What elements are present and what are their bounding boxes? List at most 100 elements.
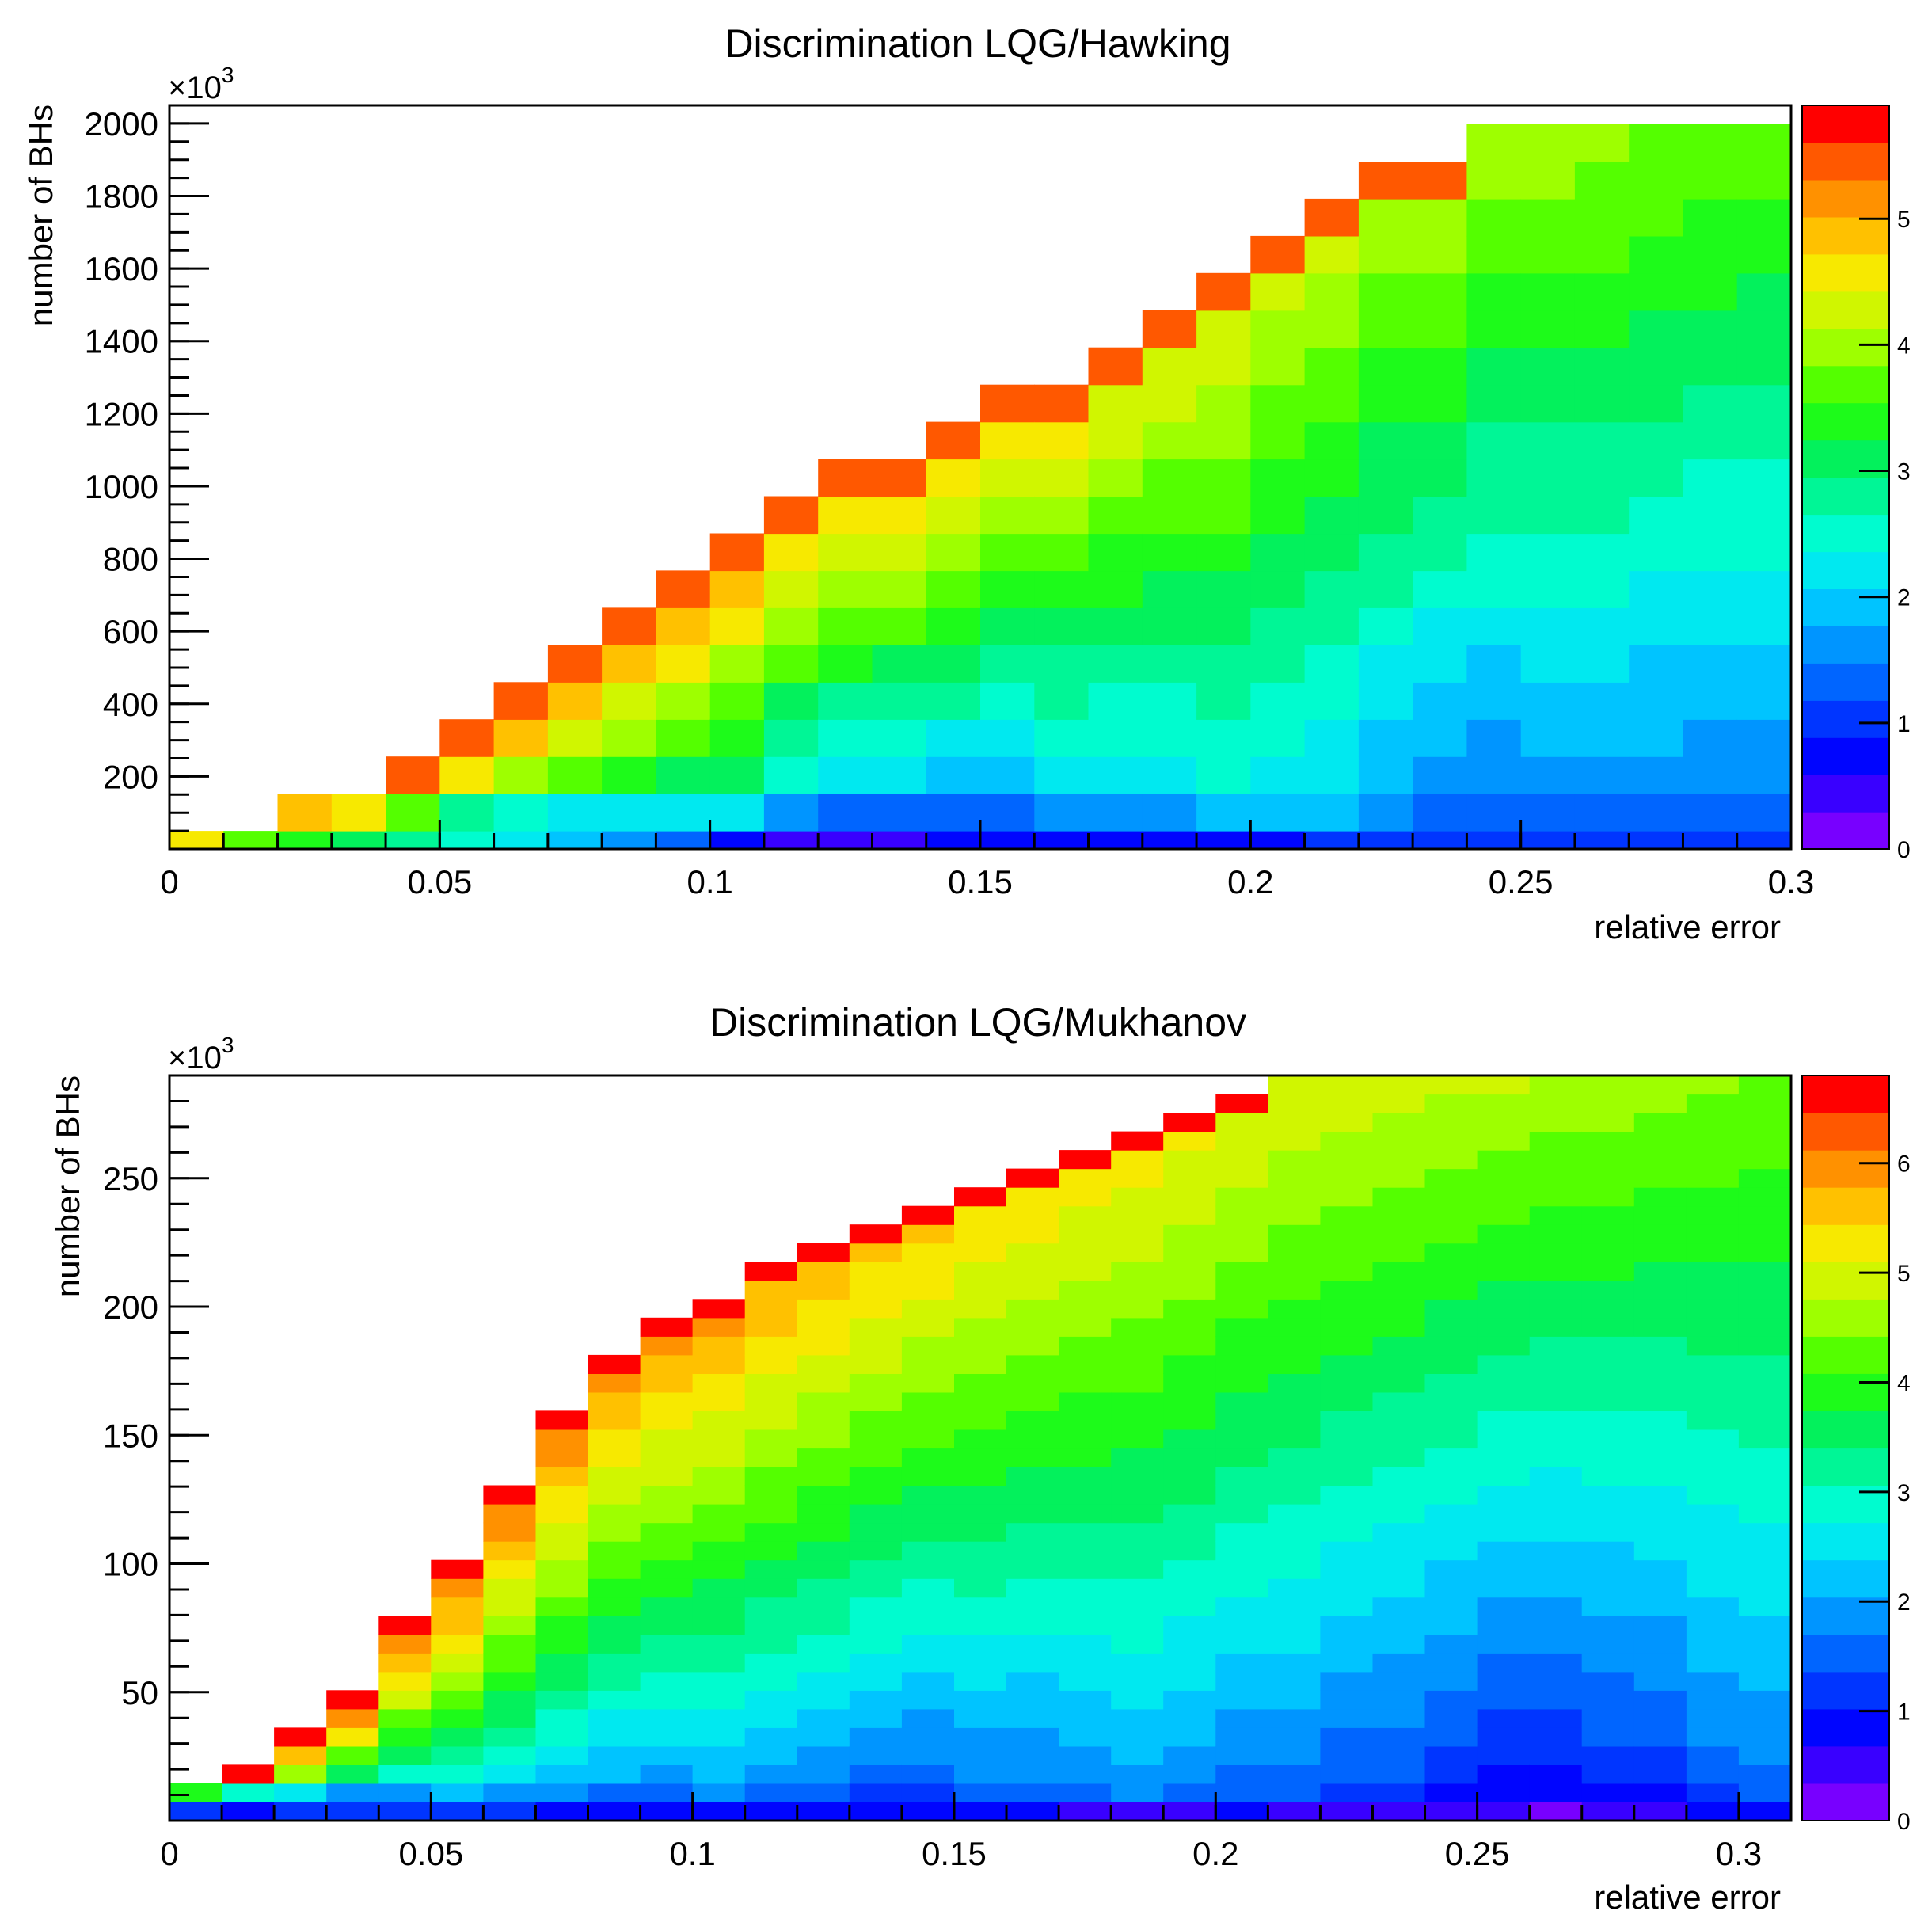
heatmap-cell	[797, 1280, 850, 1300]
heatmap-cell	[1686, 1541, 1740, 1561]
heatmap-cell	[744, 1299, 798, 1319]
heatmap-cell	[1581, 1168, 1635, 1188]
heatmap-cell	[1372, 1410, 1426, 1430]
heatmap-cell	[926, 756, 981, 794]
heatmap-cell	[1034, 570, 1090, 608]
heatmap-cell	[1006, 1205, 1059, 1225]
heatmap-cell	[1320, 1168, 1374, 1188]
heatmap-cell	[901, 1764, 955, 1784]
heatmap-cell	[640, 1559, 694, 1579]
heatmap-cell	[1633, 1671, 1687, 1691]
heatmap-cell	[1424, 1671, 1478, 1691]
heatmap-cell	[872, 682, 927, 720]
heatmap-cell	[588, 1597, 641, 1616]
heatmap-cell	[1372, 1150, 1426, 1170]
heatmap-cell	[797, 1541, 850, 1561]
heatmap-cell	[1738, 1410, 1792, 1430]
heatmap-cell	[1629, 162, 1684, 200]
heatmap-cell	[1581, 1094, 1635, 1113]
heatmap-cell	[1520, 756, 1576, 794]
heatmap-cell	[709, 533, 765, 572]
heatmap-cell	[901, 1745, 955, 1765]
heatmap-cell	[1250, 682, 1306, 720]
heatmap-cell	[1686, 1150, 1740, 1170]
heatmap-cell	[797, 1243, 850, 1262]
heatmap-cell	[692, 1299, 746, 1319]
heatmap-cell	[1686, 1075, 1740, 1095]
heatmap-cell	[588, 1764, 641, 1784]
heatmap-cell	[1581, 1280, 1635, 1300]
heatmap-cell	[378, 1802, 432, 1821]
heatmap-cell	[818, 794, 873, 832]
heatmap-cell	[901, 1690, 955, 1710]
x-tick-label: 0.25	[1445, 1835, 1510, 1872]
heatmap-cell	[1006, 1764, 1059, 1784]
heatmap-cell	[431, 1708, 484, 1728]
heatmap-cell	[1358, 459, 1413, 497]
heatmap-cell	[640, 1597, 694, 1616]
heatmap-cell	[1304, 384, 1360, 423]
heatmap-cell	[1320, 1616, 1374, 1635]
heatmap-cell	[1163, 1224, 1216, 1244]
heatmap-cell	[1320, 1280, 1374, 1300]
palette-segment	[1802, 1373, 1889, 1411]
heatmap-cell	[849, 1559, 903, 1579]
heatmap-cell	[1268, 1504, 1322, 1524]
z-tick-label: 5	[1897, 207, 1911, 233]
heatmap-cell	[1250, 831, 1306, 850]
heatmap-cell	[709, 607, 765, 645]
heatmap-cell	[1358, 496, 1413, 535]
heatmap-cell	[1633, 1205, 1687, 1225]
heatmap-cell	[763, 570, 819, 608]
heatmap-cell	[1686, 1187, 1740, 1207]
heatmap-cell	[1520, 496, 1576, 535]
palette-segment	[1802, 1448, 1889, 1486]
heatmap-cell	[274, 1783, 327, 1802]
heatmap-cell	[1372, 1168, 1426, 1188]
heatmap-cell	[1520, 719, 1576, 757]
heatmap-cell	[431, 1764, 484, 1784]
heatmap-cell	[1372, 1224, 1426, 1244]
heatmap-cell	[1629, 719, 1684, 757]
heatmap-cell	[588, 1653, 641, 1673]
heatmap-cell	[1268, 1653, 1322, 1673]
heatmap-cell	[1358, 682, 1413, 720]
heatmap-cell	[692, 1373, 746, 1393]
heatmap-cell	[692, 1559, 746, 1579]
heatmap-cell	[1006, 1578, 1059, 1598]
heatmap-cell	[1686, 1690, 1740, 1710]
heatmap-cell	[1304, 794, 1360, 832]
heatmap-cell	[1738, 1802, 1792, 1821]
heatmap-cell	[849, 1373, 903, 1393]
heatmap-cell	[1320, 1522, 1374, 1542]
heatmap-cell	[1268, 1485, 1322, 1505]
heatmap-cell	[483, 1671, 537, 1691]
heatmap-cell	[1413, 421, 1467, 460]
heatmap-cell	[1466, 310, 1522, 348]
heatmap-cell	[1111, 1373, 1164, 1393]
heatmap-cell	[1320, 1727, 1374, 1747]
heatmap-cell	[1059, 1578, 1112, 1598]
heatmap-cell	[1215, 1205, 1268, 1225]
heatmap-cell	[849, 1708, 903, 1728]
y-multiplier-hawking: ×103	[168, 63, 234, 105]
heatmap-cell	[709, 794, 765, 832]
heatmap-cell	[1683, 794, 1738, 832]
heatmap-cell	[326, 1745, 379, 1765]
heatmap-cell	[926, 421, 981, 460]
heatmap-cell	[1111, 1671, 1164, 1691]
heatmap-cell	[797, 1802, 850, 1821]
heatmap-cell	[1304, 607, 1360, 645]
heatmap-cell	[1529, 1727, 1583, 1747]
heatmap-cell	[1358, 794, 1413, 832]
heatmap-cell	[1633, 1094, 1687, 1113]
heatmap-cell	[1111, 1541, 1164, 1561]
x-tick-label: 0.3	[1768, 863, 1814, 900]
heatmap-cell	[588, 1448, 641, 1467]
heatmap-cell	[797, 1410, 850, 1430]
heatmap-cell	[1413, 756, 1467, 794]
heatmap-cell	[1006, 1429, 1059, 1449]
heatmap-cell	[1581, 1467, 1635, 1486]
heatmap-cell	[1111, 1690, 1164, 1710]
heatmap-cell	[1268, 1541, 1322, 1561]
